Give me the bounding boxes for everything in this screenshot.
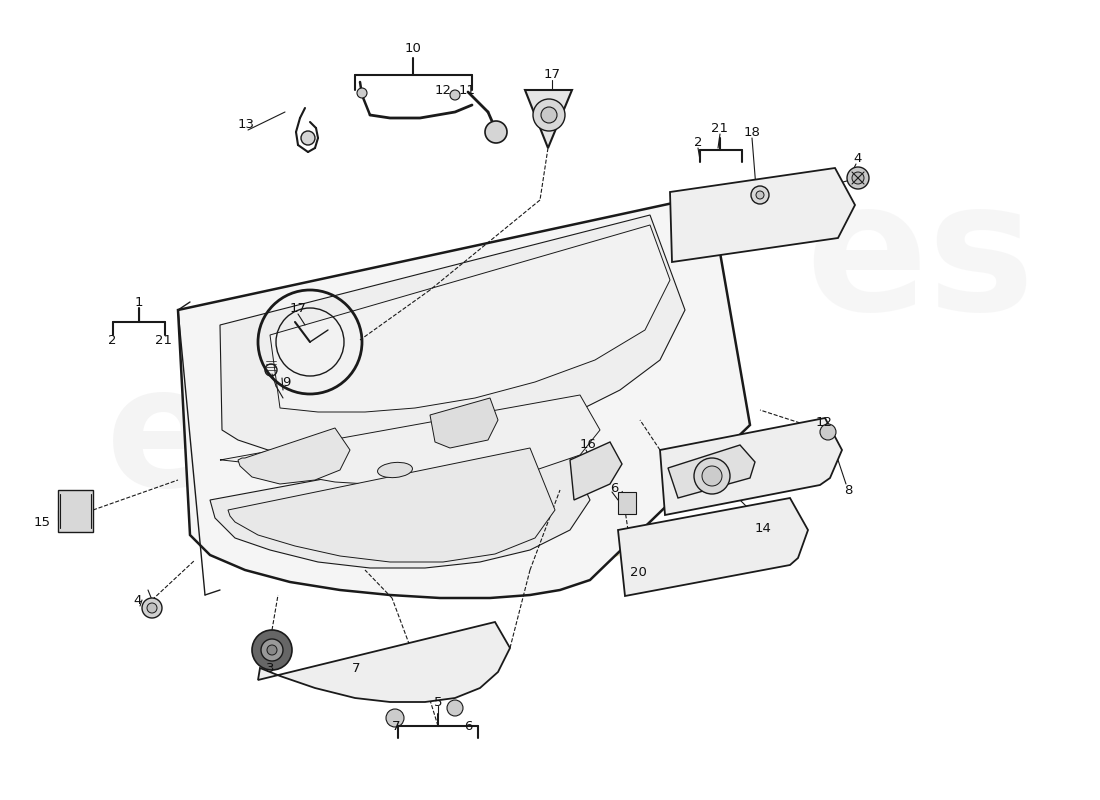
Text: 3: 3 xyxy=(266,662,274,674)
Circle shape xyxy=(142,598,162,618)
Circle shape xyxy=(702,466,722,486)
Circle shape xyxy=(301,131,315,145)
Text: 2: 2 xyxy=(694,135,702,149)
Circle shape xyxy=(447,700,463,716)
Polygon shape xyxy=(220,215,685,455)
Text: 7: 7 xyxy=(352,662,361,674)
Text: 21: 21 xyxy=(712,122,728,134)
Text: 4: 4 xyxy=(854,151,862,165)
Circle shape xyxy=(267,645,277,655)
Polygon shape xyxy=(670,168,855,262)
Circle shape xyxy=(751,186,769,204)
Circle shape xyxy=(847,167,869,189)
Text: 16: 16 xyxy=(580,438,596,451)
Circle shape xyxy=(756,191,764,199)
Circle shape xyxy=(386,709,404,727)
Text: 8: 8 xyxy=(844,483,852,497)
Polygon shape xyxy=(238,428,350,484)
Polygon shape xyxy=(270,225,670,412)
Text: 10: 10 xyxy=(405,42,421,54)
Text: 6: 6 xyxy=(464,719,472,733)
Circle shape xyxy=(261,639,283,661)
Polygon shape xyxy=(525,90,572,148)
Text: 17: 17 xyxy=(289,302,307,314)
Polygon shape xyxy=(668,445,755,498)
Circle shape xyxy=(820,424,836,440)
Text: 7: 7 xyxy=(392,719,400,733)
Text: 12: 12 xyxy=(815,415,833,429)
Text: 11: 11 xyxy=(459,83,475,97)
Text: 1: 1 xyxy=(134,295,143,309)
Circle shape xyxy=(852,172,864,184)
Polygon shape xyxy=(258,622,510,702)
Text: 5: 5 xyxy=(433,695,442,709)
Circle shape xyxy=(534,99,565,131)
Polygon shape xyxy=(210,435,590,568)
Polygon shape xyxy=(618,498,808,596)
Text: 14: 14 xyxy=(755,522,771,534)
Polygon shape xyxy=(228,448,556,562)
Text: 2: 2 xyxy=(108,334,117,346)
Bar xyxy=(618,492,636,514)
Text: es: es xyxy=(805,172,1035,348)
Polygon shape xyxy=(660,418,842,515)
Circle shape xyxy=(450,90,460,100)
Text: 21: 21 xyxy=(154,334,172,346)
Text: a passion for parts since 1985: a passion for parts since 1985 xyxy=(255,537,704,563)
Text: 13: 13 xyxy=(238,118,254,131)
Text: 20: 20 xyxy=(629,566,647,578)
Polygon shape xyxy=(220,395,600,486)
Text: 18: 18 xyxy=(744,126,760,138)
Circle shape xyxy=(541,107,557,123)
Circle shape xyxy=(147,603,157,613)
Polygon shape xyxy=(430,398,498,448)
Circle shape xyxy=(358,88,367,98)
Text: 17: 17 xyxy=(543,67,561,81)
Text: 9: 9 xyxy=(282,375,290,389)
Text: 12: 12 xyxy=(434,83,451,97)
Text: 4: 4 xyxy=(134,594,142,606)
Bar xyxy=(58,490,94,532)
Text: 6: 6 xyxy=(609,482,618,494)
Polygon shape xyxy=(178,195,750,598)
Text: europ: europ xyxy=(107,358,653,522)
Ellipse shape xyxy=(377,462,412,478)
Circle shape xyxy=(485,121,507,143)
Circle shape xyxy=(252,630,292,670)
Text: 15: 15 xyxy=(33,515,51,529)
Circle shape xyxy=(694,458,730,494)
Polygon shape xyxy=(570,442,622,500)
